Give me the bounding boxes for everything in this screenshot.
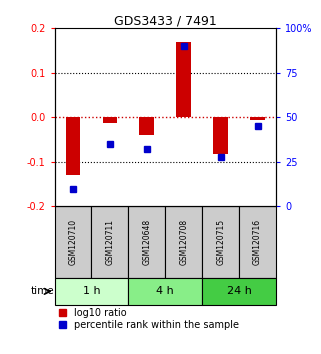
Bar (250, 118, 265, 120)
Bar (239, 206, 276, 278)
Bar (128, 206, 165, 278)
Bar (213, 118, 228, 154)
Text: GSM120716: GSM120716 (253, 219, 262, 265)
Text: GSM120708: GSM120708 (179, 219, 188, 265)
Text: GSM120648: GSM120648 (142, 219, 152, 265)
Bar (55, 206, 91, 278)
Text: 24 h: 24 h (227, 286, 252, 296)
Text: 4 h: 4 h (156, 286, 174, 296)
Bar (139, 118, 154, 135)
Bar (202, 278, 276, 305)
Legend: log10 ratio, percentile rank within the sample: log10 ratio, percentile rank within the … (59, 308, 239, 330)
Text: GSM120715: GSM120715 (216, 219, 225, 265)
Bar (165, 206, 202, 278)
Text: time: time (31, 286, 55, 296)
Bar (55, 278, 128, 305)
Bar (66, 118, 81, 175)
Bar (91, 206, 128, 278)
Bar (177, 42, 191, 118)
Text: GSM120711: GSM120711 (105, 219, 115, 265)
Bar (202, 206, 239, 278)
Bar (103, 118, 117, 123)
Text: 1 h: 1 h (83, 286, 100, 296)
Text: GSM120710: GSM120710 (68, 219, 78, 265)
Bar (128, 278, 202, 305)
Title: GDS3433 / 7491: GDS3433 / 7491 (114, 14, 217, 27)
